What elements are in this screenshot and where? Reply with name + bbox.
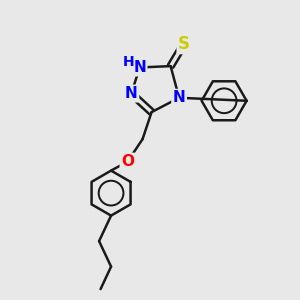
Text: N: N: [173, 90, 185, 105]
Text: N: N: [133, 60, 146, 75]
Text: N: N: [125, 86, 138, 101]
Text: S: S: [178, 34, 190, 52]
Text: O: O: [121, 154, 134, 169]
Text: H: H: [122, 55, 134, 69]
